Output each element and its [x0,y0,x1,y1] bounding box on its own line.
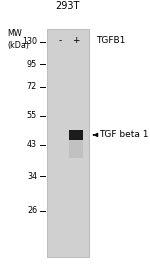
Text: +: + [72,36,80,45]
Text: 26: 26 [27,206,37,215]
Text: TGFB1: TGFB1 [96,36,126,45]
Text: MW: MW [7,29,22,38]
Bar [69,130,83,140]
Text: 72: 72 [27,82,37,91]
Text: (kDa): (kDa) [7,40,29,49]
Text: 95: 95 [27,60,37,69]
Text: 43: 43 [27,140,37,149]
Bar [69,140,83,158]
Bar [47,29,89,257]
Text: 293T: 293T [55,1,80,11]
Text: 130: 130 [22,37,37,46]
Text: 55: 55 [27,111,37,120]
Text: 34: 34 [27,172,37,181]
Text: -: - [58,36,62,45]
Text: TGF beta 1: TGF beta 1 [93,130,148,140]
